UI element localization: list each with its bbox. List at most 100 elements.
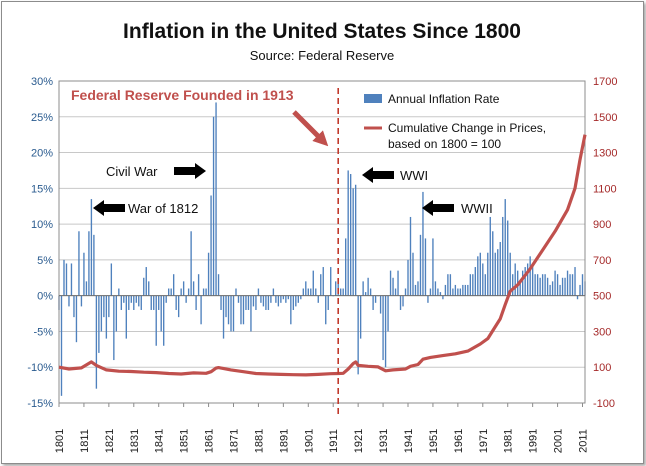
- inflation-bar: [297, 295, 299, 303]
- inflation-bar: [302, 288, 304, 296]
- civil-war-arrow-icon: [174, 163, 206, 179]
- inflation-bar: [389, 270, 392, 296]
- inflation-bar: [347, 170, 349, 296]
- x-tick-label: 1941: [403, 429, 415, 453]
- inflation-bar: [349, 174, 352, 296]
- inflation-bar: [519, 281, 521, 296]
- inflation-bar: [502, 216, 504, 296]
- inflation-bar: [512, 274, 514, 296]
- inflation-bar: [571, 274, 574, 296]
- inflation-bar: [412, 252, 414, 296]
- inflation-bar: [531, 263, 534, 296]
- inflation-bar: [464, 284, 467, 296]
- inflation-bar: [469, 274, 472, 296]
- inflation-bar: [407, 259, 409, 296]
- inflation-bar: [140, 295, 142, 310]
- chart-legend: Annual Inflation Rate Cumulative Change …: [364, 92, 549, 151]
- right-tick-label: 900: [593, 219, 611, 231]
- inflation-bar: [359, 295, 362, 339]
- x-tick-label: 1891: [278, 429, 290, 453]
- inflation-bar: [250, 295, 252, 332]
- inflation-bar: [197, 274, 200, 296]
- inflation-bar: [145, 267, 147, 296]
- x-axis-ticks: 1801 1811 1821 1831 1841 1851 1861 1871 1881 1891…: [54, 403, 590, 453]
- right-tick-label: 500: [593, 291, 611, 303]
- inflation-bar: [509, 252, 511, 296]
- inflation-bar: [544, 274, 546, 296]
- inflation-bar: [482, 263, 484, 296]
- inflation-bar: [499, 242, 501, 296]
- inflation-bar: [322, 267, 324, 296]
- inflation-bar: [392, 277, 394, 296]
- inflation-bar: [372, 295, 374, 310]
- inflation-bars: [58, 102, 586, 396]
- inflation-bar: [507, 220, 509, 296]
- inflation-bar: [247, 295, 250, 310]
- inflation-bar: [414, 284, 417, 296]
- inflation-bar: [125, 295, 127, 339]
- inflation-bar: [175, 295, 177, 310]
- inflation-bar: [265, 295, 267, 310]
- inflation-bar: [185, 295, 187, 303]
- inflation-bar: [90, 199, 93, 296]
- inflation-bar: [168, 288, 170, 296]
- inflation-bar: [379, 295, 382, 314]
- left-tick-label: -5%: [33, 326, 53, 338]
- inflation-bar: [424, 238, 427, 296]
- x-tick-label: 1921: [353, 429, 365, 453]
- right-tick-label: 1100: [593, 183, 617, 195]
- inflation-bar: [160, 295, 162, 332]
- inflation-bar: [384, 295, 387, 368]
- cumulative-price-polyline: [58, 134, 587, 377]
- inflation-bar: [454, 284, 457, 296]
- inflation-bar: [172, 274, 175, 296]
- wwi-label: WWI: [400, 168, 428, 183]
- inflation-bar: [546, 277, 549, 296]
- inflation-bar: [399, 295, 402, 310]
- wwii-label: WWII: [461, 201, 493, 216]
- inflation-bar: [68, 295, 70, 307]
- inflation-bar: [574, 267, 576, 296]
- left-tick-label: 0%: [37, 291, 53, 303]
- inflation-bar: [285, 295, 287, 303]
- arrow-shape: [362, 167, 394, 183]
- inflation-bar: [561, 277, 564, 296]
- inflation-bar: [120, 295, 123, 310]
- inflation-bar: [83, 252, 85, 296]
- inflation-bar: [554, 270, 556, 296]
- inflation-bar: [566, 270, 569, 296]
- inflation-bar: [148, 281, 150, 296]
- chart-subtitle: Source: Federal Reserve: [250, 48, 395, 63]
- inflation-bar: [581, 274, 584, 296]
- inflation-bar: [472, 274, 474, 296]
- inflation-bar: [103, 295, 105, 318]
- inflation-bar: [70, 263, 73, 296]
- inflation-bar: [369, 288, 372, 296]
- inflation-bar: [467, 284, 469, 296]
- inflation-bar: [190, 231, 192, 296]
- inflation-bar: [429, 288, 432, 296]
- civil-war-label: Civil War: [106, 164, 158, 179]
- inflation-bar: [182, 281, 185, 296]
- left-tick-label: 15%: [31, 183, 53, 195]
- inflation-bar: [487, 252, 489, 296]
- inflation-bar: [195, 295, 197, 310]
- legend-label-line: Cumulative Change in Prices, based on 18…: [388, 121, 549, 151]
- inflation-bar: [262, 295, 265, 307]
- right-tick-label: 300: [593, 326, 611, 338]
- inflation-bar: [427, 295, 429, 303]
- inflation-bar: [227, 295, 230, 325]
- inflation-bar: [397, 270, 399, 296]
- inflation-bar: [272, 288, 275, 296]
- x-tick-label: 1951: [428, 429, 440, 453]
- inflation-bar: [113, 295, 115, 361]
- x-tick-label: 1931: [378, 429, 390, 453]
- inflation-bar: [210, 195, 212, 296]
- inflation-bar: [315, 288, 317, 296]
- x-tick-label: 1801: [54, 429, 66, 453]
- inflation-bar: [65, 263, 68, 296]
- inflation-bar: [310, 288, 312, 296]
- federal-reserve-arrow-icon: [292, 110, 329, 147]
